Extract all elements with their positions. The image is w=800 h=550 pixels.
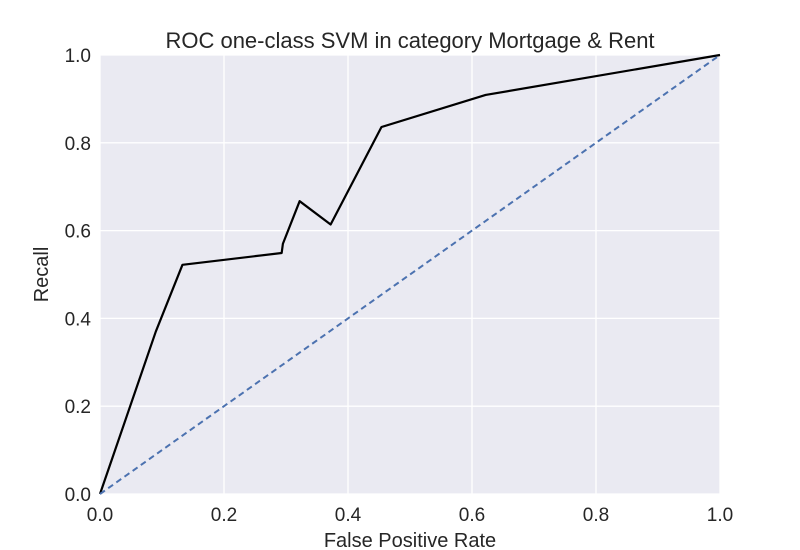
roc-curve-line: [98, 53, 721, 495]
series-layer: [98, 53, 721, 495]
x-tick-label: 0.8: [583, 505, 609, 526]
y-tick-label: 0.4: [65, 309, 92, 330]
x-tick-label: 0.2: [211, 505, 237, 526]
y-tick-label: 0.6: [65, 222, 91, 243]
y-axis-label: Recall: [31, 247, 53, 303]
x-tick-labels: 0.0 0.2 0.4 0.6 0.8 1.0: [87, 505, 733, 526]
y-tick-labels: 0.0 0.2 0.4 0.6 0.8 1.0: [65, 46, 92, 506]
grid-lines: [99, 54, 721, 495]
y-tick-label: 0.2: [65, 397, 91, 418]
x-axis-label: False Positive Rate: [324, 530, 496, 550]
y-tick-label: 0.8: [65, 134, 91, 155]
chart-title: ROC one-class SVM in category Mortgage &…: [165, 28, 654, 53]
x-tick-label: 0.6: [459, 505, 485, 526]
x-tick-label: 1.0: [707, 505, 733, 526]
y-tick-label: 0.0: [65, 485, 91, 506]
chance-diagonal-line: [99, 54, 721, 495]
y-tick-label: 1.0: [65, 46, 91, 67]
x-tick-label: 0.0: [87, 505, 113, 526]
x-tick-label: 0.4: [335, 505, 362, 526]
